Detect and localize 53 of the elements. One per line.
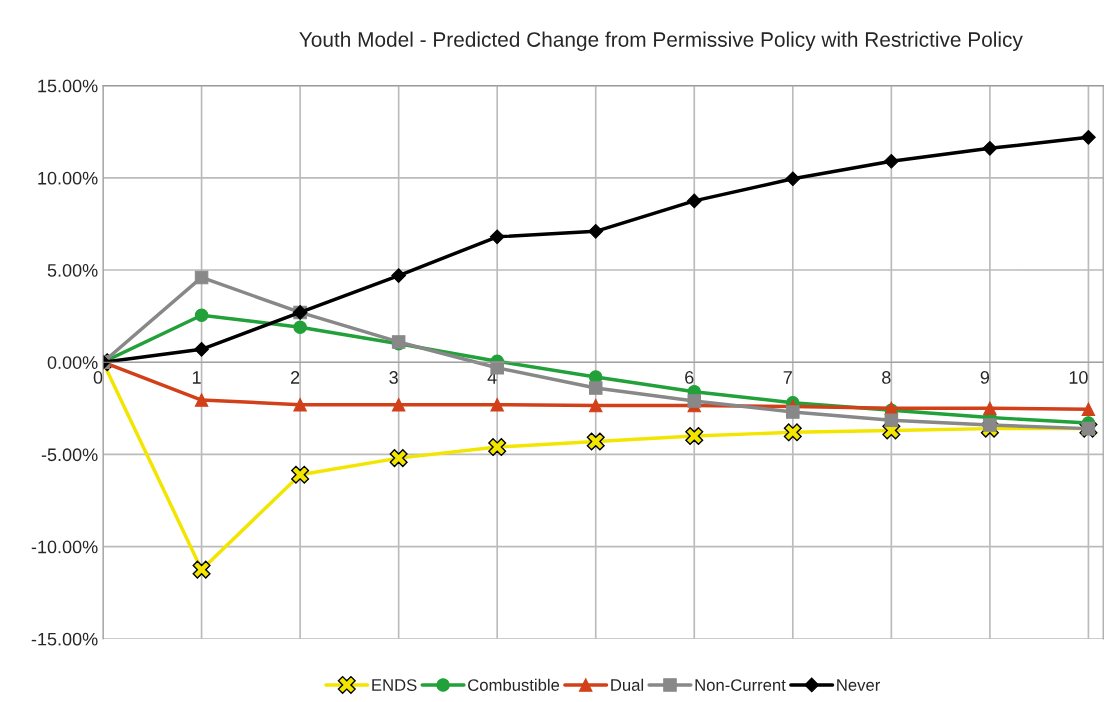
point bbox=[1081, 402, 1096, 417]
point bbox=[194, 393, 209, 407]
point bbox=[685, 426, 704, 446]
x-tick-label: 10 bbox=[1069, 371, 1088, 384]
point bbox=[490, 360, 504, 375]
point bbox=[588, 398, 603, 413]
point bbox=[783, 423, 802, 442]
point bbox=[488, 438, 507, 457]
point bbox=[785, 171, 801, 187]
point bbox=[291, 465, 310, 484]
x-tick-label: 9 bbox=[980, 371, 990, 384]
point bbox=[686, 193, 702, 209]
y-tick-label: 15.00% bbox=[38, 79, 98, 93]
point bbox=[192, 560, 211, 579]
point bbox=[586, 432, 605, 451]
point bbox=[293, 397, 307, 412]
point bbox=[1081, 129, 1096, 145]
legend-label: Non-Current bbox=[695, 679, 786, 691]
point bbox=[194, 341, 209, 357]
y-tick-label: -15.00% bbox=[31, 632, 98, 646]
x-tick-label: 6 bbox=[685, 371, 694, 384]
y-tick-label: -5.00% bbox=[41, 448, 98, 462]
point bbox=[490, 397, 504, 412]
point bbox=[983, 401, 997, 416]
point bbox=[786, 405, 800, 419]
x-tick-label: 1 bbox=[192, 371, 201, 384]
x-tick-label: 3 bbox=[389, 371, 398, 384]
chart-title: Youth Model - Predicted Change from Permissive Policy with Restrictive Policy bbox=[299, 31, 1023, 52]
point bbox=[588, 381, 603, 395]
x-tick-label: 2 bbox=[290, 371, 300, 384]
y-tick-label: 5.00% bbox=[47, 263, 98, 277]
legend-label: ENDS bbox=[372, 679, 417, 691]
point bbox=[391, 397, 406, 412]
point bbox=[293, 320, 307, 334]
y-tick-label: 0.00% bbox=[47, 356, 98, 369]
point bbox=[687, 394, 702, 408]
y-tick-label: -10.00% bbox=[31, 540, 98, 554]
point bbox=[489, 229, 505, 245]
legend-label: Never bbox=[837, 679, 881, 691]
point bbox=[588, 223, 604, 239]
point bbox=[883, 153, 899, 169]
y-tick-label: 10.00% bbox=[38, 171, 98, 185]
x-tick-label: 7 bbox=[783, 371, 792, 384]
x-tick-label: 0 bbox=[93, 371, 103, 384]
point bbox=[982, 140, 998, 156]
point bbox=[391, 268, 407, 283]
legend-label: Dual bbox=[611, 678, 644, 691]
point bbox=[884, 413, 899, 428]
legend-label: Combustible bbox=[468, 678, 560, 691]
point bbox=[194, 270, 209, 285]
point bbox=[389, 449, 408, 468]
x-tick-label: 8 bbox=[882, 371, 891, 384]
point bbox=[194, 308, 209, 322]
